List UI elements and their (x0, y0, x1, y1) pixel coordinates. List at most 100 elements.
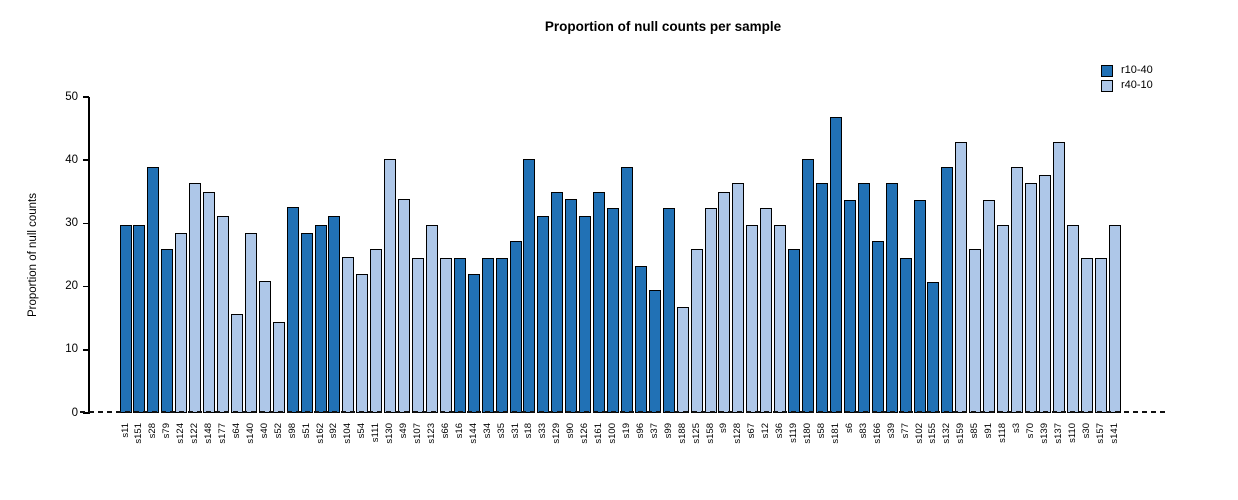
x-tick-label-s140: s140 (244, 423, 256, 444)
x-tick-label-s67: s67 (746, 423, 758, 439)
x-tick-label-s54: s54 (356, 423, 368, 439)
y-axis-line (88, 96, 90, 414)
x-tick-label-s102: s102 (913, 423, 925, 444)
bar-s180 (802, 158, 815, 413)
bar-s144 (467, 273, 480, 413)
x-tick-label-s83: s83 (857, 423, 869, 439)
x-tick-label-s85: s85 (969, 423, 981, 439)
bar-s67 (746, 224, 759, 413)
x-tick-label-s141: s141 (1108, 423, 1120, 444)
bar-s79 (161, 248, 174, 413)
x-tick-label-s11: s11 (119, 423, 131, 438)
x-tick-label-s96: s96 (634, 423, 646, 439)
x-tick-label-s52: s52 (272, 423, 284, 439)
x-tick-label-s122: s122 (189, 423, 201, 444)
y-tick-mark-50 (83, 96, 89, 98)
x-tick-label-s70: s70 (1024, 423, 1036, 439)
x-tick-label-s181: s181 (829, 423, 841, 444)
y-tick-label-50: 50 (65, 90, 78, 103)
bar-s104 (342, 256, 355, 413)
bar-s3 (1011, 167, 1024, 413)
bar-s111 (370, 248, 383, 413)
x-tick-label-s30: s30 (1080, 423, 1092, 439)
y-tick-label-40: 40 (65, 153, 78, 166)
x-tick-label-s98: s98 (286, 423, 298, 439)
bar-s119 (788, 248, 801, 413)
legend-swatch-r40-10 (1101, 79, 1113, 92)
x-tick-label-s124: s124 (175, 423, 187, 444)
y-tick-label-10: 10 (65, 343, 78, 356)
x-tick-label-s100: s100 (607, 423, 619, 444)
x-tick-label-s188: s188 (676, 423, 688, 444)
bar-s91 (983, 200, 996, 413)
bar-s102 (913, 200, 926, 413)
x-tick-label-s12: s12 (760, 423, 772, 439)
legend-label-r10-40: r10-40 (1121, 64, 1153, 76)
bar-s140 (244, 232, 257, 413)
bar-s123 (425, 224, 438, 413)
bar-s126 (579, 215, 592, 413)
legend-swatch-r10-40 (1101, 64, 1113, 77)
bar-s161 (593, 191, 606, 413)
x-tick-label-s110: s110 (1066, 423, 1078, 443)
bar-s19 (620, 166, 633, 413)
y-tick-mark-20 (83, 285, 89, 288)
x-tick-label-s151: s151 (133, 423, 145, 444)
x-tick-label-s35: s35 (495, 423, 507, 439)
x-tick-label-s132: s132 (941, 423, 953, 444)
x-tick-label-s58: s58 (816, 423, 827, 439)
y-tick-label-0: 0 (71, 406, 78, 419)
bar-s85 (969, 248, 982, 413)
y-tick-mark-30 (83, 222, 89, 225)
x-tick-label-s28: s28 (147, 423, 159, 439)
chart-title: Proportion of null counts per sample (544, 19, 782, 34)
bar-s125 (690, 248, 703, 413)
x-tick-label-s104: s104 (342, 423, 354, 444)
bar-s148 (203, 191, 216, 413)
x-tick-label-s18: s18 (523, 423, 535, 439)
x-tick-label-s34: s34 (481, 423, 493, 439)
x-tick-label-s177: s177 (217, 423, 228, 444)
bar-s137 (1052, 141, 1065, 413)
bar-s188 (676, 307, 689, 413)
x-tick-label-s129: s129 (551, 423, 563, 444)
bar-s157 (1094, 257, 1107, 413)
legend: r10-40 r40-10 (1101, 63, 1153, 93)
y-tick-mark-40 (83, 159, 89, 161)
x-tick-label-s9: s9 (718, 423, 730, 434)
bar-s16 (453, 257, 466, 413)
x-tick-label-s3: s3 (1011, 423, 1023, 434)
bar-s49 (398, 199, 411, 413)
y-tick-label-30: 30 (65, 216, 78, 229)
x-tick-label-s37: s37 (648, 423, 660, 439)
bar-s110 (1066, 224, 1079, 413)
bar-s177 (217, 215, 229, 413)
legend-item-r10-40: r10-40 (1101, 63, 1153, 78)
bar-s9 (718, 191, 731, 413)
bar-s30 (1080, 257, 1093, 413)
bar-s162 (314, 224, 327, 413)
bar-s77 (899, 257, 912, 413)
bar-s37 (648, 290, 661, 413)
bar-s6 (843, 200, 856, 413)
x-tick-label-s139: s139 (1038, 423, 1050, 444)
bar-s35 (495, 257, 508, 413)
bar-s98 (286, 206, 299, 413)
bar-s132 (941, 167, 954, 413)
bar-s11 (119, 224, 132, 413)
x-tick-label-s107: s107 (412, 423, 424, 444)
bar-s36 (774, 224, 787, 413)
bar-s99 (662, 207, 675, 413)
x-tick-label-s51: s51 (300, 423, 312, 439)
x-tick-label-s166: s166 (871, 423, 883, 444)
bar-s39 (885, 182, 898, 413)
x-tick-label-s40: s40 (258, 423, 270, 439)
bar-s40 (258, 280, 271, 413)
x-tick-label-s19: s19 (620, 423, 632, 439)
bar-s34 (481, 257, 494, 413)
bar-s12 (760, 208, 773, 413)
x-tick-label-s118: s118 (997, 423, 1009, 443)
x-tick-label-s123: s123 (425, 423, 437, 444)
y-tick-mark-10 (83, 349, 89, 351)
x-tick-label-s66: s66 (439, 423, 451, 439)
